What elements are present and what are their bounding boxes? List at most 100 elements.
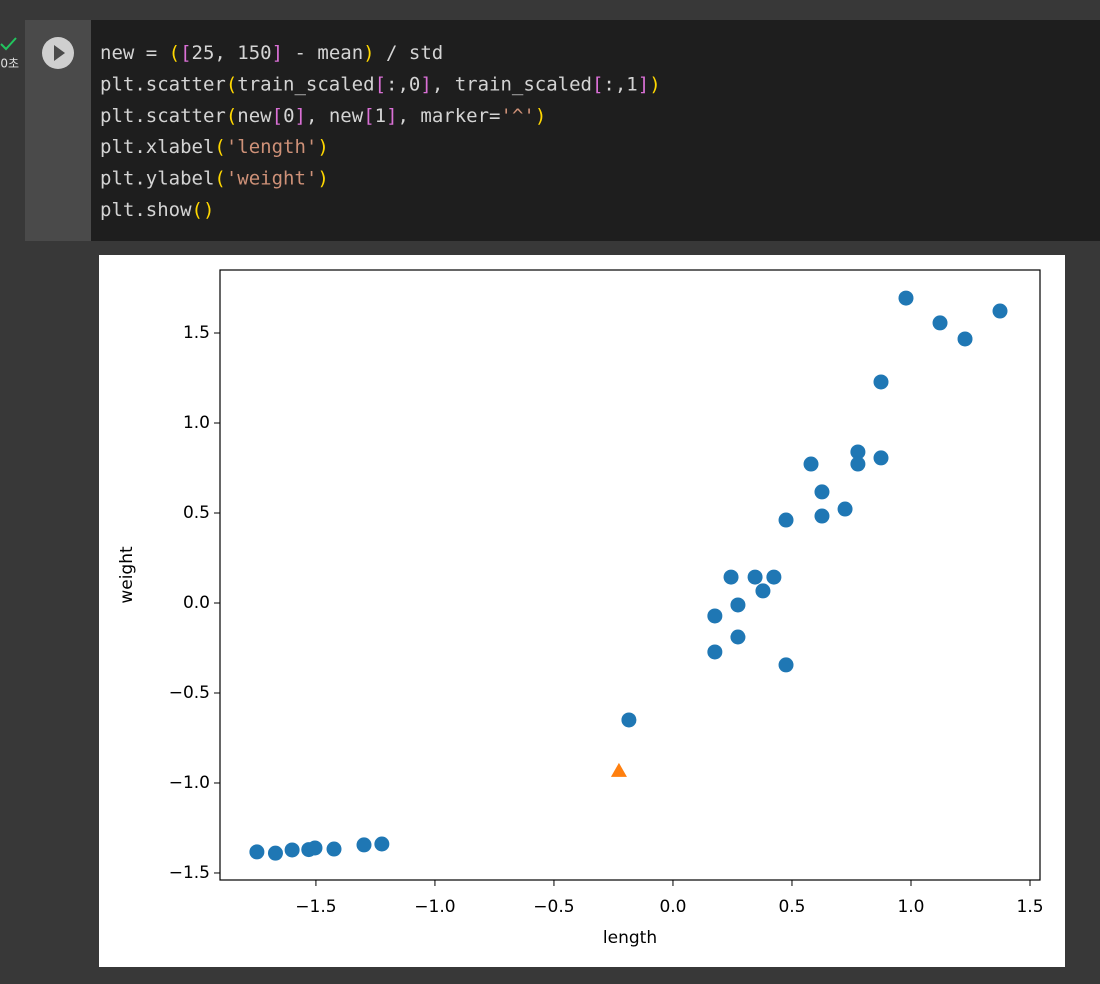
- y-tick-label: −1.0: [169, 773, 210, 793]
- x-tick-label: 0.0: [659, 897, 686, 917]
- point: [707, 644, 723, 660]
- point: [730, 597, 746, 613]
- code-token: ): [535, 104, 546, 126]
- code-token: (: [214, 167, 225, 189]
- point: [814, 484, 830, 500]
- y-tick-label: 1.0: [183, 413, 210, 433]
- y-axis-label: weight: [117, 546, 137, 604]
- code-token: plt.ylabel: [100, 167, 214, 189]
- code-token: ]: [272, 42, 283, 64]
- code-token: [: [272, 104, 283, 126]
- point: [755, 583, 771, 599]
- plot-image: [99, 255, 1065, 967]
- point: [766, 569, 782, 585]
- point: [850, 444, 866, 460]
- point: [747, 569, 763, 585]
- y-tick-label: −1.5: [169, 863, 210, 883]
- point: [707, 608, 723, 624]
- point: [803, 456, 819, 472]
- code-token: 25, 150: [192, 42, 272, 64]
- point: [284, 842, 300, 858]
- point: [249, 844, 265, 860]
- code-token: (: [169, 42, 180, 64]
- code-line: plt.xlabel('length'): [100, 136, 329, 158]
- point: [267, 845, 283, 861]
- code-line: plt.ylabel('weight'): [100, 167, 329, 189]
- code-token: , train_scaled: [432, 73, 592, 95]
- code-token: ]: [295, 104, 306, 126]
- code-token: , marker=: [398, 104, 501, 126]
- code-token: train_scaled: [237, 73, 374, 95]
- code-token: plt.show: [100, 199, 192, 221]
- x-tick-label: 0.5: [778, 897, 805, 917]
- code-token: '^': [501, 104, 535, 126]
- code-token: 0: [283, 104, 294, 126]
- code-token: 'length': [226, 136, 318, 158]
- code-token: (): [192, 199, 215, 221]
- code-token: [: [363, 104, 374, 126]
- code-token: plt.scatter: [100, 73, 226, 95]
- code-token: ]: [638, 73, 649, 95]
- code-token: ]: [386, 104, 397, 126]
- point: [873, 374, 889, 390]
- code-token: [: [375, 73, 386, 95]
- point: [778, 657, 794, 673]
- code-token: ): [317, 136, 328, 158]
- point: [837, 501, 853, 517]
- point: [307, 840, 323, 856]
- check-icon: [0, 37, 17, 51]
- code-line: plt.scatter(train_scaled[:,0], train_sca…: [100, 73, 661, 95]
- code-token: :,1: [603, 73, 637, 95]
- x-tick-label: −1.5: [295, 897, 336, 917]
- point: [850, 456, 866, 472]
- axes-frame: [219, 269, 1041, 881]
- code-line: plt.show(): [100, 199, 214, 221]
- point: [932, 315, 948, 331]
- code-line: new = ([25, 150] - mean) / std: [100, 42, 443, 64]
- point: [374, 836, 390, 852]
- code-token: plt.xlabel: [100, 136, 214, 158]
- x-tick-label: −0.5: [533, 897, 574, 917]
- y-tick-label: −0.5: [169, 683, 210, 703]
- y-tick-label: 1.5: [183, 323, 210, 343]
- run-button[interactable]: [42, 37, 74, 69]
- code-token: [: [592, 73, 603, 95]
- y-tick-label: 0.5: [183, 503, 210, 523]
- code-token: :,0: [386, 73, 420, 95]
- code-token: 1: [375, 104, 386, 126]
- x-tick-label: −1.0: [414, 897, 455, 917]
- x-tick-label: 1.5: [1016, 897, 1043, 917]
- code-token: / std: [375, 42, 444, 64]
- y-tick-label: 0.0: [183, 593, 210, 613]
- code-line: plt.scatter(new[0], new[1], marker='^'): [100, 104, 546, 126]
- code-token: 'weight': [226, 167, 318, 189]
- plot: −1.5 −1.0 −0.5 0.0 0.5 1.0 1.5 −1.5 −1.0 −0.5 0.0 0…: [117, 269, 1044, 948]
- code-cell: [25, 20, 1100, 241]
- code-token: new =: [100, 42, 169, 64]
- code-token: ): [317, 167, 328, 189]
- code-token: , new: [306, 104, 364, 126]
- point: [723, 569, 739, 585]
- x-tick-label: 1.0: [897, 897, 924, 917]
- point: [610, 762, 627, 777]
- point: [730, 629, 746, 645]
- code-token: (: [226, 73, 237, 95]
- point: [992, 303, 1008, 319]
- point: [814, 508, 830, 524]
- point: [356, 837, 372, 853]
- code-token: (: [214, 136, 225, 158]
- code-token: - mean: [283, 42, 363, 64]
- code-token: ]: [420, 73, 431, 95]
- elapsed-time: 0초: [0, 57, 19, 71]
- code-token: [: [180, 42, 191, 64]
- point: [326, 841, 342, 857]
- code-token: ): [363, 42, 374, 64]
- x-axis-label: length: [603, 928, 657, 948]
- code-editor[interactable]: new = ([25, 150] - mean) / stdplt.scatte…: [100, 42, 661, 221]
- run-icon: [54, 45, 65, 61]
- point: [873, 450, 889, 466]
- code-token: plt.scatter: [100, 104, 226, 126]
- point: [957, 331, 973, 347]
